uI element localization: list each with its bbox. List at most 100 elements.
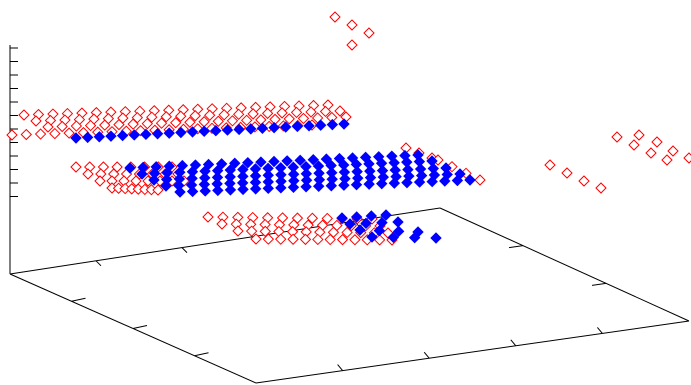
- open-diamond-point: [70, 161, 82, 173]
- open-diamond-point: [321, 212, 333, 225]
- filled-diamond-point: [303, 120, 315, 132]
- filled-diamond-point: [350, 178, 363, 191]
- open-diamond-point: [667, 145, 679, 157]
- open-diamond-point: [184, 116, 196, 128]
- open-diamond-point: [312, 233, 324, 246]
- filled-diamond-point: [116, 129, 129, 142]
- filled-diamond-point: [366, 231, 378, 243]
- open-diamond-point: [245, 225, 258, 237]
- filled-diamond-point: [186, 126, 199, 138]
- open-diamond-point: [329, 11, 341, 23]
- open-diamond-point: [633, 129, 645, 141]
- filled-diamond-point: [245, 123, 257, 135]
- open-diamond-point: [18, 109, 30, 121]
- filled-diamond-point: [320, 153, 333, 165]
- filled-diamond-point: [439, 175, 451, 187]
- axes: [9, 45, 690, 384]
- open-diamond-point: [152, 184, 164, 196]
- front-right-tick: [337, 364, 343, 371]
- open-diamond-point: [336, 233, 349, 246]
- filled-diamond-point: [280, 121, 292, 133]
- open-diamond-point: [259, 225, 271, 238]
- filled-diamond-point: [408, 231, 421, 244]
- open-diamond-point: [297, 112, 310, 125]
- open-diamond-point: [346, 19, 358, 31]
- open-diamond-point: [189, 110, 201, 122]
- open-diamond-point: [595, 182, 607, 194]
- open-diamond-point: [324, 233, 336, 246]
- open-diamond-point: [269, 113, 281, 126]
- filled-diamond-point: [281, 155, 293, 167]
- open-diamond-point: [127, 118, 139, 130]
- front-left-tick: [194, 352, 209, 357]
- open-diamond-point: [544, 159, 556, 171]
- filled-diamond-point: [451, 174, 464, 187]
- filled-diamond-point: [175, 126, 187, 139]
- filled-diamond-point: [174, 186, 186, 198]
- back-right-tick: [591, 282, 607, 286]
- filled-diamond-point: [128, 129, 140, 141]
- filled-diamond-point: [237, 183, 249, 196]
- open-diamond-point: [226, 115, 239, 127]
- open-diamond-point: [275, 233, 287, 245]
- filled-diamond-point: [148, 174, 160, 186]
- filled-diamond-point: [268, 155, 280, 168]
- filled-diamond-point: [300, 181, 312, 193]
- filled-diamond-point: [464, 174, 476, 186]
- filled-diamond-point: [93, 131, 106, 143]
- z-axis-ticks: [10, 47, 18, 197]
- open-diamond-point: [175, 110, 187, 122]
- filled-diamond-point: [136, 168, 148, 180]
- open-diamond-point: [363, 27, 375, 39]
- open-diamond-point: [346, 39, 358, 51]
- open-diamond-point: [645, 147, 657, 159]
- open-diamond-point: [305, 106, 317, 118]
- filled-diamond-point: [233, 123, 245, 136]
- filled-diamond-point: [163, 127, 175, 139]
- filled-diamond-point: [354, 224, 366, 236]
- front-right-tick: [423, 351, 430, 359]
- filled-diamond-point: [350, 211, 363, 223]
- filled-diamond-point: [249, 183, 262, 195]
- filled-diamond-point: [360, 217, 372, 230]
- filled-diamond-point: [151, 128, 164, 140]
- open-diamond-point: [42, 121, 54, 133]
- open-diamond-point: [160, 111, 172, 123]
- open-diamond-point: [141, 117, 154, 130]
- filled-diamond-point: [160, 180, 172, 192]
- front-right-tick: [597, 327, 603, 334]
- open-diamond-point: [56, 120, 68, 133]
- front-left-tick: [132, 325, 148, 329]
- open-diamond-point: [255, 114, 267, 126]
- filled-diamond-point: [294, 154, 306, 167]
- open-diamond-point: [70, 120, 83, 132]
- open-diamond-point: [20, 128, 32, 141]
- open-diamond-point: [287, 233, 299, 245]
- filled-diamond-point: [392, 225, 405, 238]
- open-diamond-point: [49, 127, 61, 140]
- open-diamond-point: [82, 168, 94, 180]
- open-diamond-point: [683, 152, 691, 164]
- filled-diamond-point: [307, 154, 319, 166]
- back-right-axis-line: [439, 207, 690, 322]
- open-diamond-point: [146, 111, 158, 123]
- filled-diamond-point: [365, 210, 378, 222]
- filled-diamond-point: [275, 182, 287, 194]
- open-diamond-point: [6, 129, 18, 141]
- open-diamond-point: [204, 109, 216, 121]
- filled-diamond-point: [224, 184, 237, 196]
- filled-diamond-point: [186, 185, 199, 198]
- filled-diamond-point: [287, 181, 300, 194]
- filled-diamond-point: [326, 118, 339, 131]
- filled-diamond-point: [314, 119, 327, 131]
- open-diamond-point: [99, 119, 111, 131]
- filled-diamond-point: [198, 125, 210, 138]
- open-diamond-point: [30, 115, 42, 127]
- data-marks: [6, 11, 691, 246]
- front-right-axis-line: [255, 320, 690, 384]
- open-diamond-point: [262, 233, 275, 245]
- open-diamond-point: [216, 218, 228, 230]
- filled-diamond-point: [392, 216, 404, 228]
- open-diamond-point: [212, 115, 224, 127]
